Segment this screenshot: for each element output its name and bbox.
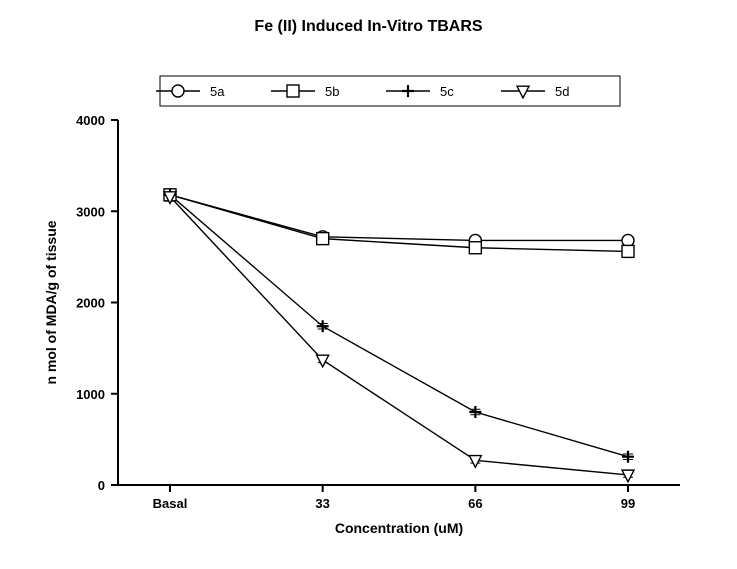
svg-text:1000: 1000 bbox=[76, 387, 105, 402]
svg-text:n mol of MDA/g of tissue: n mol of MDA/g of tissue bbox=[43, 220, 59, 384]
chart-svg: 0 1000 2000 3000 4000 Basal 33 66 99 Concentratio… bbox=[0, 0, 737, 569]
svg-text:66: 66 bbox=[468, 496, 482, 511]
svg-text:4000: 4000 bbox=[76, 113, 105, 128]
svg-text:99: 99 bbox=[621, 496, 635, 511]
svg-text:0: 0 bbox=[98, 478, 105, 493]
svg-text:2000: 2000 bbox=[76, 296, 105, 311]
svg-text:33: 33 bbox=[315, 496, 329, 511]
svg-text:Basal: Basal bbox=[153, 496, 188, 511]
svg-text:Concentration (uM): Concentration (uM) bbox=[335, 520, 463, 536]
svg-text:5a: 5a bbox=[210, 84, 225, 99]
svg-text:5c: 5c bbox=[440, 84, 454, 99]
svg-text:3000: 3000 bbox=[76, 204, 105, 219]
chart-container: Fe (II) Induced In-Vitro TBARS 010002000… bbox=[0, 0, 737, 569]
svg-text:5b: 5b bbox=[325, 84, 339, 99]
svg-text:5d: 5d bbox=[555, 84, 569, 99]
